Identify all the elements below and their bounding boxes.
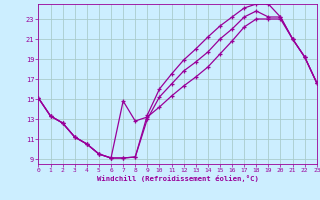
X-axis label: Windchill (Refroidissement éolien,°C): Windchill (Refroidissement éolien,°C) xyxy=(97,175,259,182)
